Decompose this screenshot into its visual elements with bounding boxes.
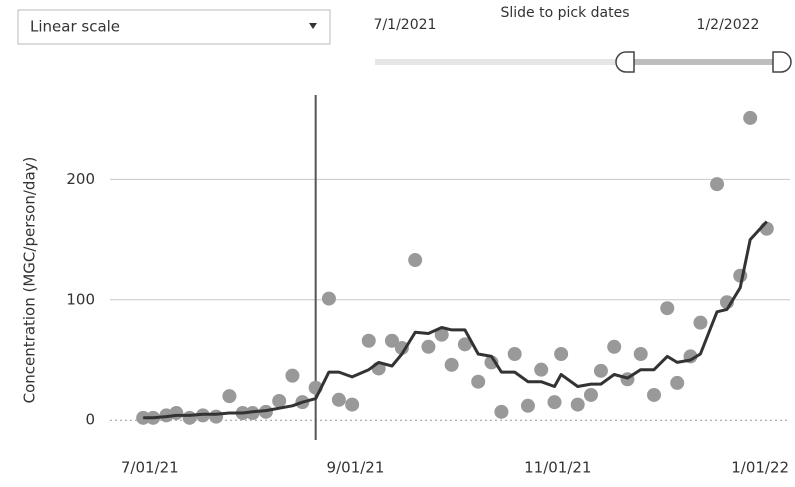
select-value: Linear scale	[30, 18, 120, 36]
plot: 0 100 200 7/01/21 9/01/21 11/01/21 1/01/22	[66, 95, 790, 477]
sample-point	[285, 368, 300, 383]
sample-point	[345, 397, 360, 412]
select-arrow	[309, 23, 317, 29]
sample-point	[607, 339, 622, 354]
y-tick-label: 200	[66, 170, 95, 188]
sample-point	[222, 389, 237, 404]
sample-point	[534, 362, 549, 377]
x-tick-label: 9/01/21	[327, 459, 385, 477]
sample-point	[272, 393, 287, 408]
y-tick-label: 0	[85, 411, 95, 429]
sample-point	[384, 333, 399, 348]
sample-point	[633, 346, 648, 361]
sample-point	[693, 315, 708, 330]
scale-select[interactable]: Linear scale	[17, 9, 331, 45]
sample-point	[169, 406, 184, 421]
sample-point	[710, 177, 725, 192]
average-line	[143, 220, 768, 420]
slider-thumb-start[interactable]	[615, 51, 635, 73]
sample-point	[444, 357, 459, 372]
sample-point	[394, 340, 409, 355]
sample-point	[520, 398, 535, 413]
sample-point	[547, 395, 562, 410]
y-tick-label: 100	[66, 290, 95, 308]
slider-title: Slide to pick dates	[500, 5, 629, 21]
sample-point	[554, 346, 569, 361]
sample-point	[660, 301, 675, 316]
sample-point	[484, 355, 499, 370]
x-tick-label: 11/01/21	[524, 459, 591, 477]
sample-point	[209, 409, 224, 424]
x-tick-label: 1/01/22	[731, 459, 789, 477]
x-tick-label: 7/01/21	[121, 459, 179, 477]
slider-track[interactable]	[375, 59, 785, 65]
sample-point	[507, 346, 522, 361]
sample-point	[494, 404, 509, 419]
y-axis-label: Concentration (MGC/person/day)	[21, 157, 39, 404]
sample-point	[182, 410, 197, 425]
slider-range	[625, 59, 780, 65]
sample-point	[670, 375, 685, 390]
sample-point	[421, 339, 436, 354]
sample-point	[743, 110, 758, 125]
select-box[interactable]	[17, 9, 331, 45]
sample-point	[434, 327, 449, 342]
sample-point	[593, 363, 608, 378]
sample-point	[408, 253, 423, 268]
sample-point	[136, 410, 151, 425]
sample-point	[457, 337, 472, 352]
slider-end: 1/2/2022	[697, 17, 760, 33]
sample-point	[570, 397, 585, 412]
slider-thumb-end[interactable]	[772, 51, 792, 73]
sample-point	[583, 387, 598, 402]
sample-point	[471, 374, 486, 389]
sample-point	[361, 333, 376, 348]
sample-point	[321, 291, 336, 306]
sample-point	[647, 387, 661, 402]
sample-point	[331, 392, 346, 407]
slider-start: 7/1/2021	[374, 17, 437, 33]
